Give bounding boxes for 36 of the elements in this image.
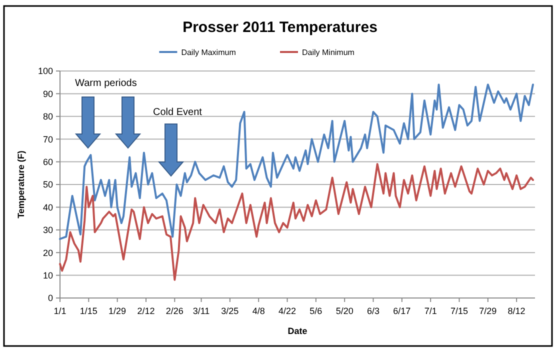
y-tick-label: 60 [42,156,53,167]
x-axis-title: Date [288,326,308,336]
x-tick-label: 7/29 [479,306,497,316]
x-tick-label: 1/1 [54,306,66,316]
y-tick-label: 30 [42,225,53,236]
x-tick-label: 8/12 [508,306,526,316]
y-tick-label: 70 [42,134,53,144]
x-tick-label: 5/20 [336,306,354,316]
x-tick-label: 3/25 [221,306,239,316]
y-tick-label: 20 [42,248,53,258]
annotation: Warm periods [75,78,137,89]
x-tick-label: 1/15 [80,306,98,316]
y-tick-label: 80 [42,112,53,122]
x-tick-label: 2/12 [137,306,155,316]
annotation: Cold Event [153,107,202,118]
x-tick-label: 7/1 [424,306,437,316]
x-tick-label: 2/26 [166,306,184,316]
y-tick-label: 100 [38,66,53,76]
y-tick-label: 10 [42,270,53,280]
y-tick-label: 40 [42,202,53,212]
x-tick-label: 6/3 [366,306,380,316]
y-tick-label: 90 [42,88,53,99]
y-axis-title: Temperature (F) [16,150,26,218]
legend-label: Daily Maximum [181,48,236,57]
x-tick-label: 3/11 [192,306,210,316]
legend-label: Daily Minimum [302,48,355,57]
x-tick-label: 5/6 [310,306,322,316]
x-tick-label: 4/22 [278,306,296,316]
y-tick-label: 0 [48,293,53,304]
x-tick-label: 4/8 [252,306,265,316]
x-tick-label: 6/17 [393,306,411,316]
chart-title: Prosser 2011 Temperatures [182,19,378,36]
x-tick-label: 7/15 [450,306,468,316]
x-tick-label: 1/29 [108,306,126,316]
line-series [59,163,534,281]
y-tick-label: 50 [42,180,53,190]
